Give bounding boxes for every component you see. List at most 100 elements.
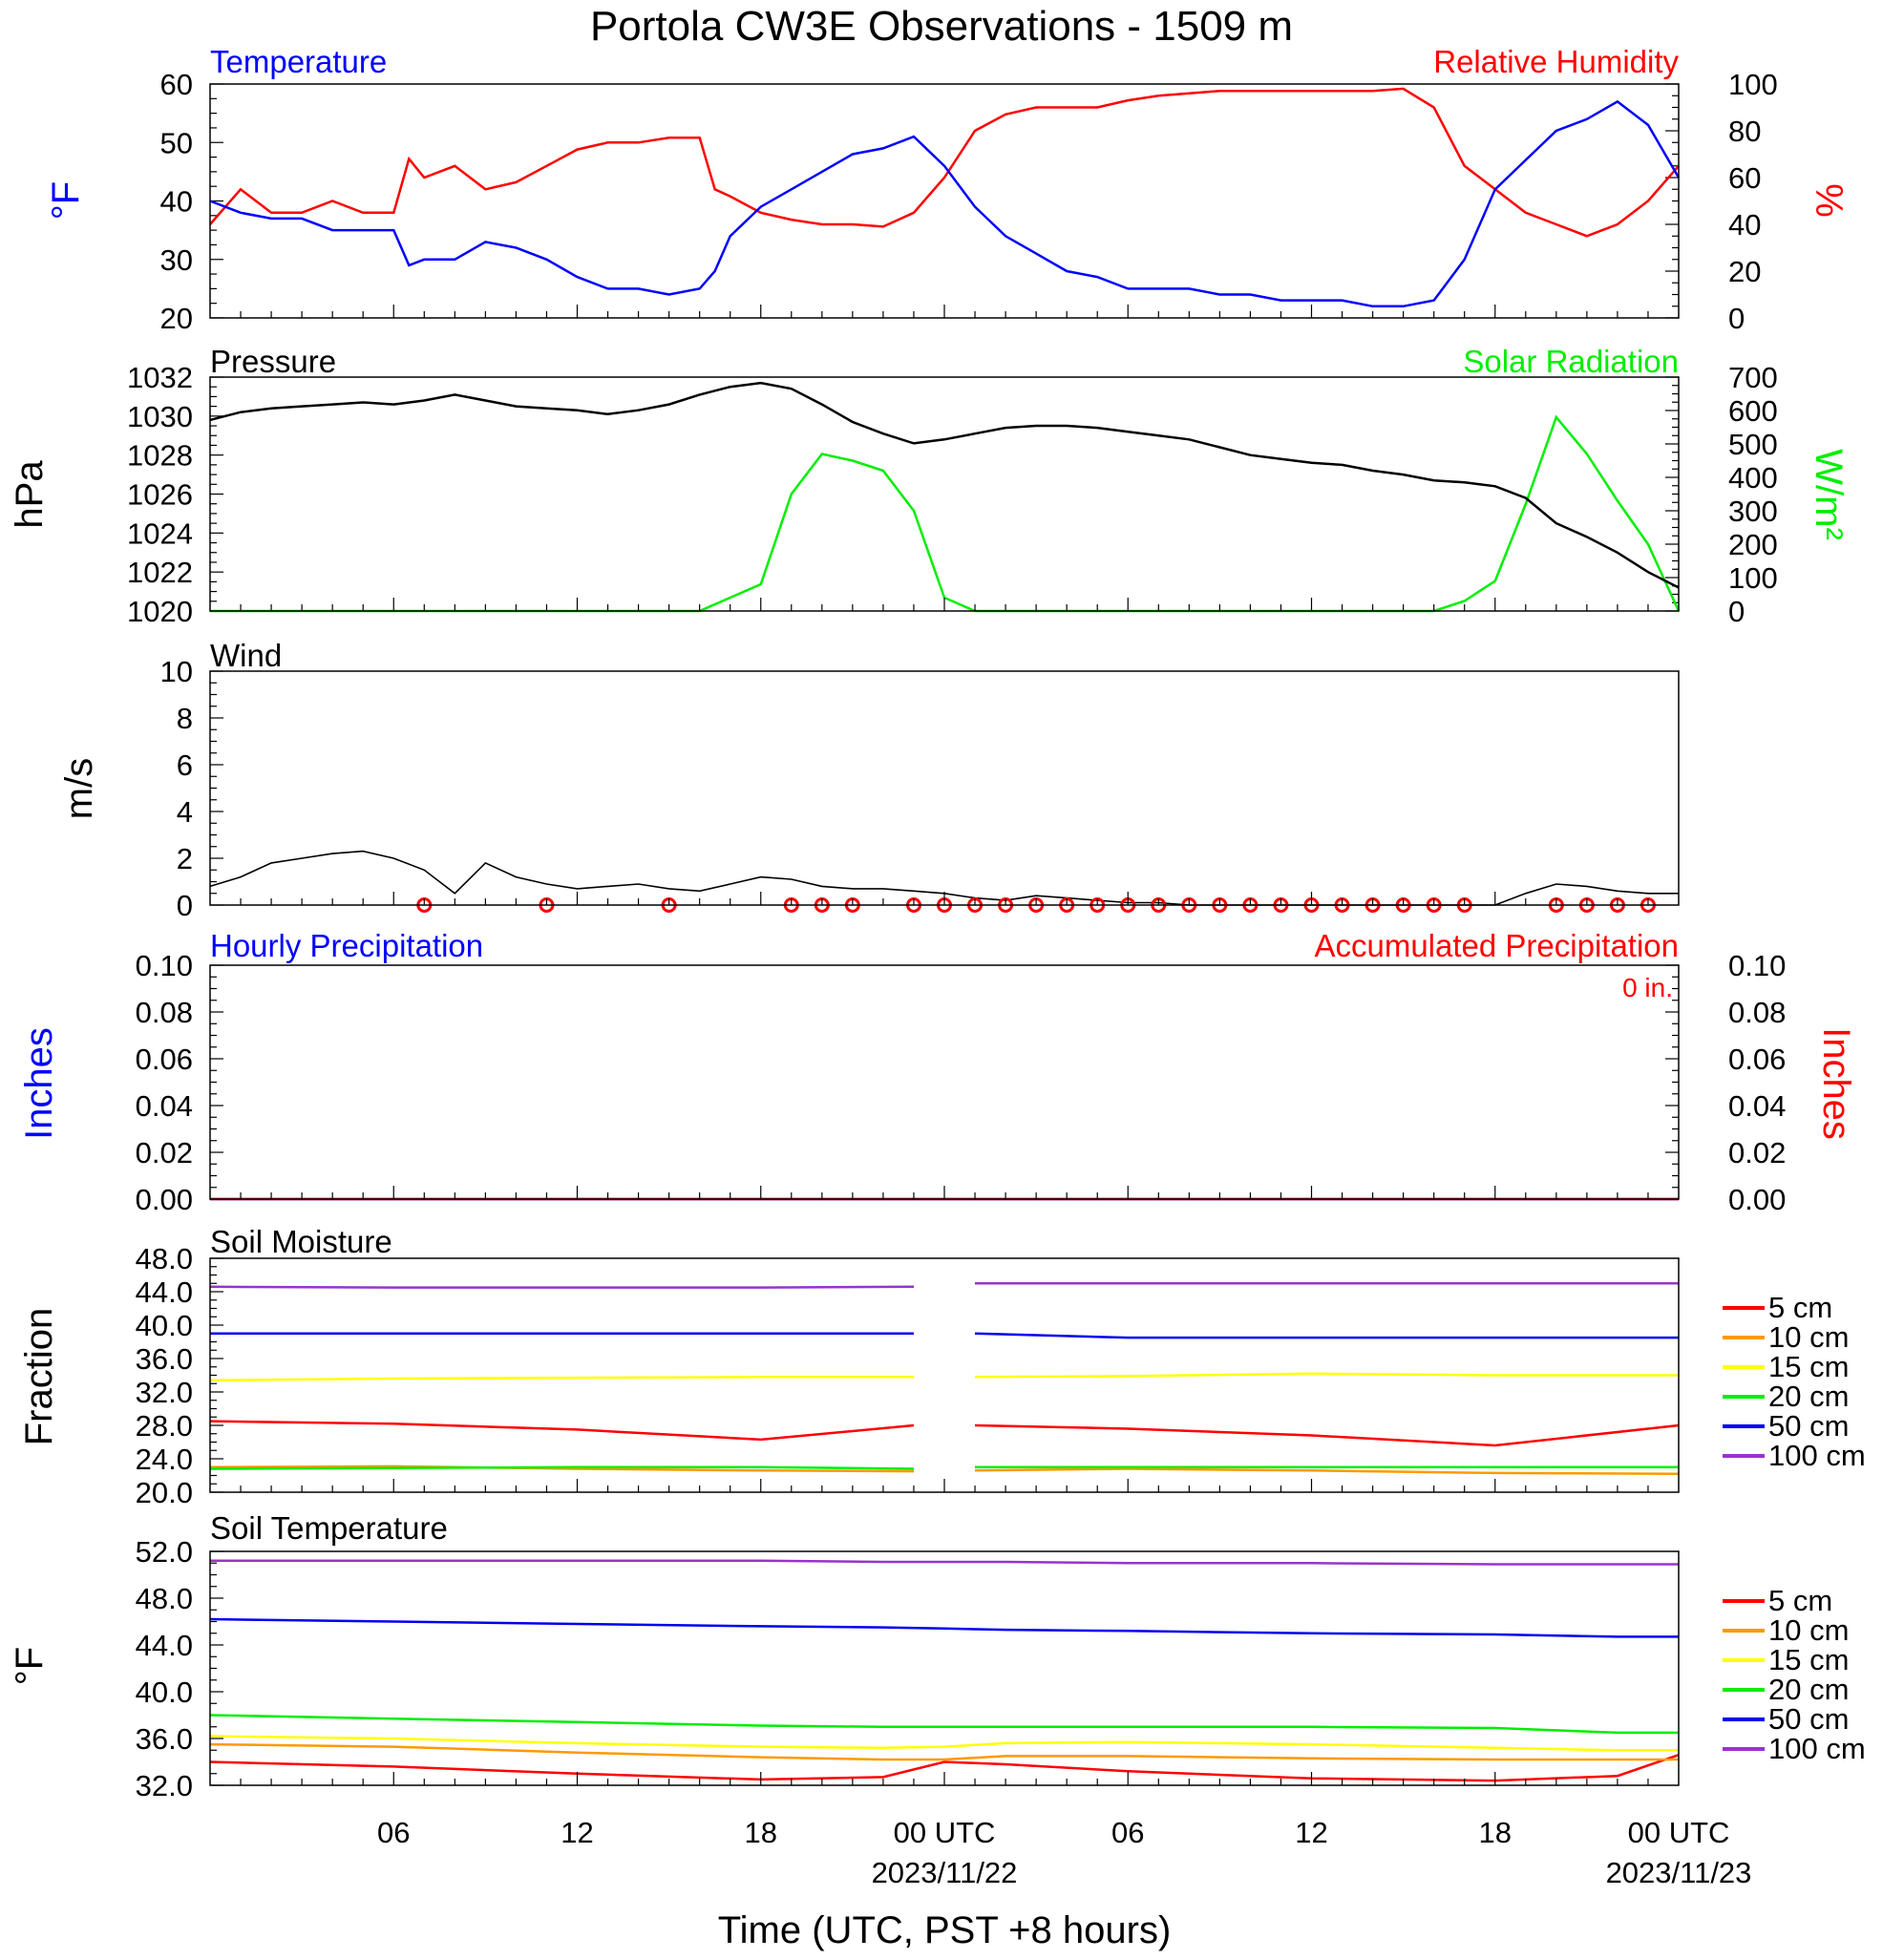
rh-right-tick-label-2: 60: [1728, 161, 1761, 195]
pres-left-tick-label-6: 1020: [127, 595, 193, 628]
temp-left-tick-label-4: 20: [160, 302, 193, 335]
accum-precip-unit: Inches: [1815, 1027, 1857, 1140]
wind-left-ticks: 10 8 6 4 2 0: [160, 655, 223, 922]
temp-left-ticks: 60 50 40 30 20: [160, 68, 223, 335]
soil-moisture-line-b: [974, 1467, 1680, 1476]
temp-left-tick-label-2: 40: [160, 185, 193, 219]
soil-temp-line: [209, 1742, 1679, 1761]
rh-right-tick-label-1: 80: [1728, 115, 1761, 148]
accum-right-tick-label-2: 0.06: [1728, 1043, 1786, 1076]
temp-rh-lines: [209, 87, 1681, 308]
solar-right-tick-label-6: 100: [1728, 561, 1778, 595]
solar-right-tick-label-5: 200: [1728, 528, 1778, 561]
solar-line: [210, 414, 1681, 613]
sm-left-tick-label-0: 48.0: [136, 1242, 193, 1275]
panel-pressure: Pressure Solar Radiation hPa W/m² 103210…: [9, 344, 1850, 628]
panel-precip: Hourly Precipitation Accumulated Precipi…: [18, 928, 1857, 1216]
soil-moisture-title: Soil Moisture: [210, 1224, 392, 1259]
solar-right-tick-label-1: 600: [1728, 394, 1778, 428]
st-left-tick-label-4: 36.0: [136, 1722, 193, 1756]
precip-frame: [209, 964, 1680, 1200]
pressure-unit: hPa: [9, 460, 51, 529]
sm-left-tick-label-2: 40.0: [136, 1309, 193, 1342]
x-tick-label-1: 12: [561, 1816, 593, 1849]
x-tick-label-0: 06: [377, 1816, 410, 1849]
wind-left-tick-label-2: 6: [177, 748, 193, 782]
hourly-precip-title: Hourly Precipitation: [210, 928, 483, 963]
soil-temp-line: [209, 1735, 1679, 1752]
hourly-precip-unit: Inches: [18, 1027, 60, 1140]
st-left-tick-label-2: 44.0: [136, 1629, 193, 1662]
st-legend-label-5: 100 cm: [1768, 1732, 1866, 1765]
sm-legend-label-1: 10 cm: [1768, 1320, 1849, 1354]
sm-legend-label-2: 15 cm: [1768, 1350, 1849, 1383]
soil-temp-lines: [209, 1559, 1680, 1782]
x-tick-label-7: 00 UTC: [1628, 1816, 1730, 1849]
accum-precip-total: 0 in.: [1622, 973, 1673, 1002]
wind-left-tick-label-1: 8: [177, 702, 193, 735]
panel-soil-moisture: Soil Moisture Fraction 48.044.040.036.03…: [18, 1224, 1866, 1509]
st-left-tick-label-5: 32.0: [136, 1769, 193, 1802]
humidity-title: Relative Humidity: [1433, 44, 1679, 79]
st-legend-label-1: 10 cm: [1768, 1613, 1849, 1647]
st-legend-label-4: 50 cm: [1768, 1702, 1849, 1736]
solar-right-tick-label-2: 500: [1728, 428, 1778, 461]
pressure-title: Pressure: [210, 344, 336, 379]
wind-frame: [209, 670, 1680, 906]
sm-left-tick-label-5: 28.0: [136, 1409, 193, 1443]
temp-left-tick-label-1: 50: [160, 126, 193, 159]
accum-right-tick-label-4: 0.02: [1728, 1136, 1786, 1170]
soil-moisture-line-a: [209, 1285, 915, 1289]
x-tick-label-4: 06: [1111, 1816, 1144, 1849]
pres-left-tick-label-2: 1028: [127, 439, 193, 473]
st-legend-label-2: 15 cm: [1768, 1643, 1849, 1676]
soil-moisture-lines: [209, 1282, 1680, 1476]
x-tick-label-2: 18: [745, 1816, 777, 1849]
sm-legend-label-0: 5 cm: [1768, 1291, 1832, 1324]
solar-right-tick-label-7: 0: [1728, 595, 1745, 628]
accum-right-tick-label-0: 0.10: [1728, 949, 1786, 982]
wind-left-tick-label-0: 10: [160, 655, 193, 688]
st-legend-label-0: 5 cm: [1768, 1584, 1832, 1617]
pressure-left-ticks: 1032 1030 1028 1026 1024 1022 1020: [127, 361, 223, 628]
precip-left-tick-label-3: 0.04: [136, 1089, 193, 1123]
sm-left-tick-label-4: 32.0: [136, 1376, 193, 1409]
sm-left-tick-label-3: 36.0: [136, 1342, 193, 1376]
wind-unit: m/s: [58, 758, 100, 819]
sm-left-tick-label-6: 24.0: [136, 1443, 193, 1476]
pres-left-tick-label-1: 1030: [127, 400, 193, 433]
solar-right-tick-label-3: 400: [1728, 461, 1778, 495]
sm-left-tick-label-7: 20.0: [136, 1476, 193, 1509]
accum-right-tick-label-1: 0.08: [1728, 996, 1786, 1029]
soil-temp-line: [209, 1754, 1680, 1782]
soil-temp-line: [209, 1714, 1679, 1735]
soil-temp-line: [210, 1559, 1679, 1566]
precip-right-ticks: 0.10 0.08 0.06 0.04 0.02 0.00: [1665, 949, 1786, 1216]
wind-left-tick-label-3: 4: [177, 795, 193, 829]
soil-moisture-line-a: [209, 1465, 915, 1470]
precip-left-tick-label-1: 0.08: [136, 996, 193, 1029]
temperature-title: Temperature: [210, 44, 387, 79]
precip-left-ticks: 0.10 0.08 0.06 0.04 0.02 0.00: [136, 949, 223, 1216]
wind-left-tick-label-4: 2: [177, 842, 193, 875]
temp-left-tick-label-0: 60: [160, 68, 193, 101]
panel-wind: Wind m/s 10 8 6 4 2 0: [58, 638, 1680, 922]
temp-rh-frame: [209, 83, 1680, 319]
soil-moisture-line-a: [209, 1420, 915, 1442]
pressure-lines: [209, 381, 1681, 613]
soil-moisture-line-a: [209, 1376, 914, 1382]
soil-temp-frame: [209, 1550, 1680, 1786]
soil-temp-left-ticks: 52.0 48.0 44.0 40.0 36.0 32.0: [136, 1535, 223, 1802]
precip-left-tick-label-2: 0.06: [136, 1043, 193, 1076]
x-date-label-0: 2023/11/22: [872, 1856, 1018, 1889]
precip-left-tick-label-4: 0.02: [136, 1136, 193, 1170]
solar-right-tick-label-4: 300: [1728, 495, 1778, 528]
temp-left-tick-label-3: 30: [160, 243, 193, 277]
wind-left-tick-label-5: 0: [177, 889, 193, 922]
temperature-unit: °F: [45, 181, 87, 220]
panel-soil-temp: Soil Temperature °F 52.0 48.0 44.0 40.0 36.0…: [9, 1510, 1866, 1802]
st-left-tick-label-0: 52.0: [136, 1535, 193, 1569]
temp-right-ticks: 100 80 60 40 20 0: [1665, 68, 1778, 335]
